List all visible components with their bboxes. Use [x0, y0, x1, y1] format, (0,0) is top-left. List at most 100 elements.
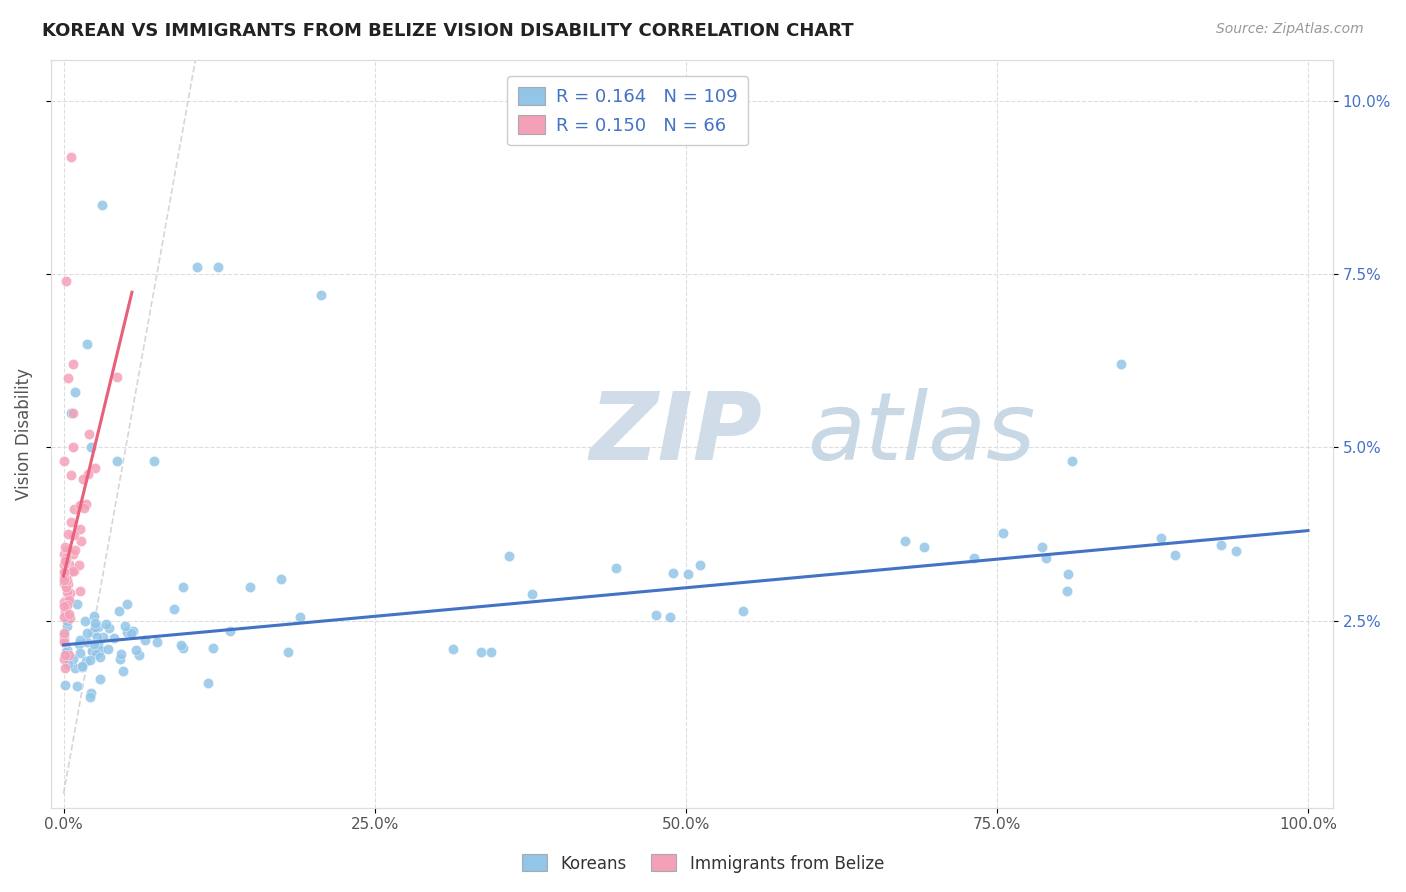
Point [63, 385, 86, 400]
Point [80, 686, 103, 700]
Point [55, 645, 77, 659]
Point [76, 336, 98, 351]
Point [84, 460, 107, 475]
Text: KOREAN VS IMMIGRANTS FROM BELIZE VISION DISABILITY CORRELATION CHART: KOREAN VS IMMIGRANTS FROM BELIZE VISION … [42, 22, 853, 40]
Point [82, 625, 104, 640]
Point [172, 640, 194, 655]
Point [59, 406, 82, 420]
Point [733, 604, 755, 618]
Point [53, 609, 76, 624]
Point [120, 626, 142, 640]
Point [75, 615, 97, 629]
Point [172, 580, 194, 594]
Point [111, 664, 134, 678]
Point [170, 638, 193, 652]
Point [662, 566, 685, 580]
Text: atlas: atlas [807, 388, 1036, 479]
Legend: R = 0.164   N = 109, R = 0.150   N = 66: R = 0.164 N = 109, R = 0.150 N = 66 [508, 76, 748, 145]
Point [87, 620, 110, 634]
Point [72, 660, 94, 674]
Point [128, 648, 150, 662]
Point [63, 501, 86, 516]
Point [108, 652, 131, 666]
Point [270, 572, 292, 586]
Legend: Koreans, Immigrants from Belize: Koreans, Immigrants from Belize [515, 847, 891, 880]
Point [55, 554, 77, 568]
Point [83, 638, 105, 652]
Point [69, 498, 91, 512]
Point [55, 592, 77, 607]
Point [52, 627, 75, 641]
Point [62, 651, 84, 665]
Point [60, 516, 83, 530]
Point [110, 648, 132, 662]
Point [58, 557, 80, 571]
Point [56, 614, 79, 628]
Point [84, 615, 107, 630]
Point [55, 570, 77, 584]
Point [94, 616, 117, 631]
Point [56, 598, 79, 612]
Point [103, 632, 125, 646]
Point [58, 527, 80, 541]
Point [56, 574, 79, 588]
Point [83, 608, 105, 623]
Point [60, 468, 83, 483]
Point [72, 472, 94, 486]
Point [69, 646, 91, 660]
Point [56, 594, 79, 608]
Point [58, 607, 80, 622]
Point [86, 630, 108, 644]
Point [470, 644, 492, 658]
Point [143, 454, 166, 468]
Point [1109, 357, 1132, 371]
Point [55, 585, 77, 599]
Text: ZIP: ZIP [589, 388, 762, 480]
Point [121, 624, 143, 638]
Point [53, 574, 76, 588]
Point [605, 561, 627, 575]
Point [1209, 538, 1232, 552]
Point [52, 599, 75, 613]
Point [83, 619, 105, 633]
Point [79, 427, 101, 442]
Point [53, 605, 76, 619]
Point [1062, 454, 1084, 468]
Point [87, 637, 110, 651]
Point [55, 551, 77, 566]
Point [79, 690, 101, 704]
Point [59, 611, 82, 625]
Point [207, 260, 229, 275]
Y-axis label: Vision Disability: Vision Disability [15, 368, 32, 500]
Point [201, 641, 224, 656]
Point [82, 644, 104, 658]
Point [69, 583, 91, 598]
Point [75, 497, 97, 511]
Point [277, 645, 299, 659]
Point [62, 441, 84, 455]
Point [52, 547, 75, 561]
Point [69, 533, 91, 548]
Point [239, 580, 262, 594]
Point [288, 610, 311, 624]
Point [59, 150, 82, 164]
Point [79, 653, 101, 667]
Point [69, 632, 91, 647]
Point [55, 580, 77, 594]
Point [84, 647, 107, 661]
Point [676, 567, 699, 582]
Point [53, 565, 76, 579]
Point [163, 602, 186, 616]
Point [62, 564, 84, 578]
Point [53, 558, 76, 573]
Point [689, 558, 711, 572]
Point [58, 657, 80, 672]
Point [125, 642, 148, 657]
Point [76, 626, 98, 640]
Point [52, 652, 75, 666]
Point [80, 441, 103, 455]
Point [114, 619, 136, 633]
Point [52, 565, 75, 579]
Point [53, 648, 76, 663]
Point [52, 625, 75, 640]
